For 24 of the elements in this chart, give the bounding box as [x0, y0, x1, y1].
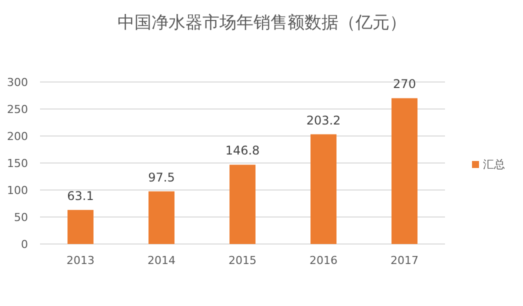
y-tick-label: 0: [21, 238, 28, 251]
data-label: 63.1: [67, 188, 94, 203]
y-tick-label: 150: [7, 157, 28, 170]
x-tick-label: 2016: [310, 254, 338, 267]
y-tick-label: 50: [14, 211, 28, 224]
chart-title: 中国净水器市场年销售额数据（亿元）: [118, 13, 406, 33]
bar: [310, 134, 336, 244]
x-tick-label: 2017: [390, 254, 418, 267]
x-tick-label: 2014: [148, 254, 176, 267]
y-tick-label: 200: [7, 130, 28, 143]
y-tick-label: 100: [7, 184, 28, 197]
bar: [68, 210, 94, 244]
legend-label: 汇总: [483, 158, 505, 171]
data-label: 270: [393, 77, 416, 92]
data-label: 203.2: [306, 113, 341, 128]
y-tick-label: 300: [7, 76, 28, 89]
bar: [392, 98, 418, 244]
data-label: 146.8: [225, 144, 260, 158]
bar: [230, 164, 256, 244]
x-tick-label: 2013: [66, 254, 94, 267]
data-label: 97.5: [148, 170, 175, 184]
x-tick-label: 2015: [228, 254, 256, 267]
bar: [148, 191, 174, 244]
y-tick-label: 250: [7, 103, 28, 116]
